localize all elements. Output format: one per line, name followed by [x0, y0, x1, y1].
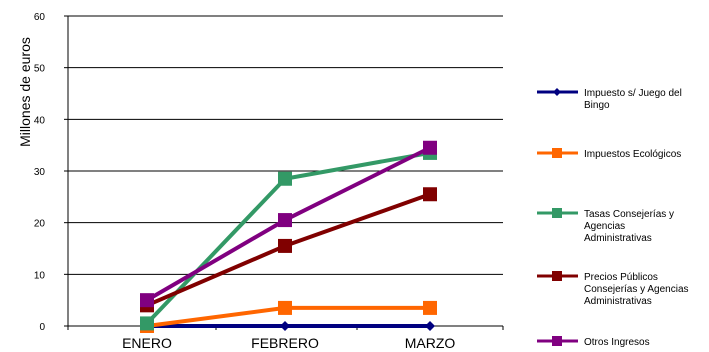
- series-group: [140, 187, 437, 313]
- legend-label: Impuestos Ecológicos: [584, 149, 681, 160]
- data-point: [423, 140, 437, 155]
- data-point: [553, 88, 561, 96]
- legend-label: Precios Públicos Consejerías y Agencias Ad…: [584, 272, 689, 307]
- x-category-label: MARZO: [405, 335, 456, 351]
- legend-label: Impuesto s/ Juego del Bingo: [584, 88, 682, 111]
- y-axis-ticks: 0 10 20 30 40 50 60: [34, 12, 68, 333]
- legend-item: Impuestos Ecológicos: [537, 148, 681, 160]
- y-tick-label: 60: [34, 12, 46, 23]
- data-point: [423, 187, 437, 202]
- y-tick-label: 40: [34, 115, 46, 126]
- data-point: [552, 208, 562, 218]
- data-point: [278, 238, 292, 253]
- y-tick-label: 0: [39, 322, 45, 333]
- x-category-label: ENERO: [122, 335, 172, 351]
- data-point: [278, 300, 292, 315]
- y-tick-label: 50: [34, 64, 46, 75]
- y-axis-label: Millones de euros: [17, 37, 33, 147]
- y-tick-label: 10: [34, 270, 46, 281]
- gridlines: [68, 15, 503, 275]
- y-tick-label: 30: [34, 167, 46, 178]
- legend-item: Tasas Consejerías y Agencias Administrativ…: [537, 208, 674, 244]
- legend-item: Otros Ingresos: [537, 336, 650, 348]
- x-category-label: FEBRERO: [251, 335, 319, 351]
- x-axis-categories: ENERO FEBRERO MARZO: [122, 335, 455, 351]
- legend-item: Precios Públicos Consejerías y Agencias Ad…: [537, 271, 689, 307]
- series-group: [140, 140, 437, 308]
- data-point: [425, 321, 435, 331]
- legend-item: Impuesto s/ Juego del Bingo: [537, 88, 682, 111]
- data-point: [552, 271, 562, 281]
- series-layer: [140, 140, 437, 333]
- data-point: [278, 213, 292, 228]
- series-group: [140, 300, 437, 333]
- data-point: [140, 293, 154, 308]
- legend: Impuesto s/ Juego del Bingo Impuestos Ecol…: [537, 88, 689, 348]
- data-point: [140, 316, 154, 331]
- data-point: [280, 321, 290, 331]
- legend-label: Otros Ingresos: [584, 337, 650, 348]
- data-point: [552, 336, 562, 346]
- y-tick-label: 20: [34, 219, 46, 230]
- legend-label: Tasas Consejerías y Agencias Administrativ…: [584, 209, 674, 244]
- data-point: [278, 171, 292, 186]
- data-point: [423, 300, 437, 315]
- data-point: [552, 148, 562, 158]
